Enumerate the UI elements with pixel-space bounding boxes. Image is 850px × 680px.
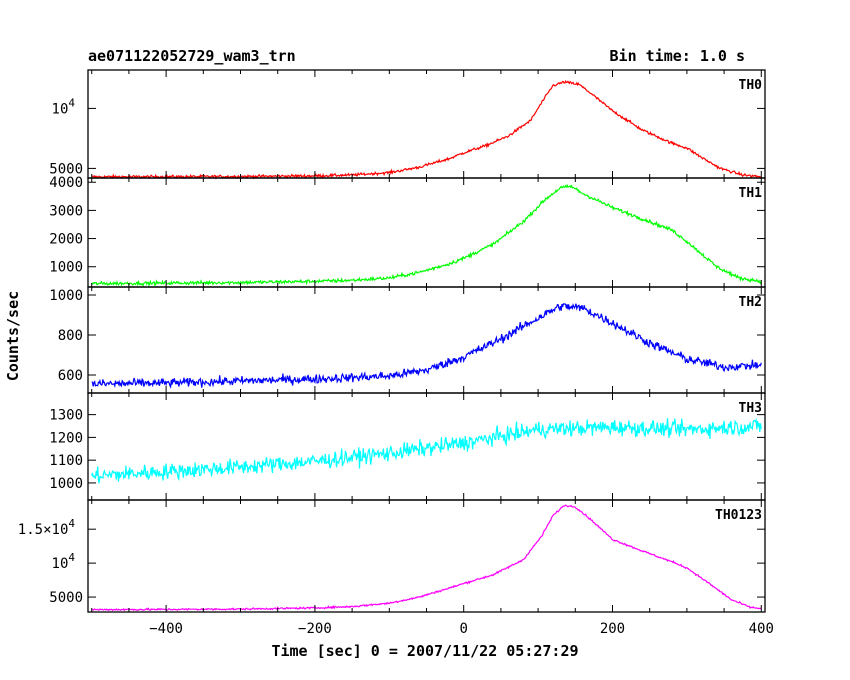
- y-tick-label: 104: [52, 551, 76, 572]
- x-tick-label: 200: [600, 621, 625, 637]
- chart-title: ae071122052729_wam3_trn: [88, 47, 296, 65]
- y-tick-label: 1000: [49, 260, 83, 276]
- y-axis-title: Counts/sec: [4, 291, 22, 381]
- panel-label-th3: TH3: [739, 401, 762, 416]
- y-tick-label: 1.5×104: [18, 517, 76, 538]
- panel-label-th2: TH2: [739, 295, 762, 310]
- y-tick-label: 3000: [49, 203, 83, 219]
- y-tick-label: 4000: [49, 175, 83, 191]
- panel-frame-th0: [87, 69, 766, 179]
- panel-label-th1: TH1: [739, 186, 763, 201]
- series-line-th0: [91, 79, 762, 180]
- panel-label-th0: TH0: [739, 78, 763, 93]
- series-line-th1: [91, 183, 762, 288]
- y-tick-label: 800: [58, 328, 83, 344]
- series-line-th3: [91, 417, 762, 484]
- series-line-th2: [91, 302, 762, 389]
- x-tick-label: −200: [298, 621, 332, 637]
- y-tick-label: 1100: [49, 453, 83, 469]
- series-line-th0123: [91, 504, 762, 612]
- y-tick-label: 1000: [49, 288, 83, 304]
- y-tick-label: 1200: [49, 430, 83, 446]
- y-tick-label: 104: [52, 96, 76, 117]
- y-tick-label: 2000: [49, 232, 83, 248]
- panel-label-th0123: TH0123: [715, 508, 762, 523]
- x-tick-label: −400: [149, 621, 183, 637]
- y-tick-label: 1000: [49, 476, 83, 492]
- bin-time-label: Bin time: 1.0 s: [610, 47, 745, 65]
- y-tick-label: 5000: [49, 161, 83, 177]
- x-tick-label: 400: [749, 621, 774, 637]
- panel-frame-th2: [87, 286, 766, 394]
- x-tick-label: 0: [459, 621, 467, 637]
- y-tick-label: 600: [58, 368, 83, 384]
- x-axis-title: Time [sec] 0 = 2007/11/22 05:27:29: [271, 642, 578, 660]
- y-tick-label: 5000: [49, 590, 83, 606]
- y-tick-label: 1300: [49, 408, 83, 424]
